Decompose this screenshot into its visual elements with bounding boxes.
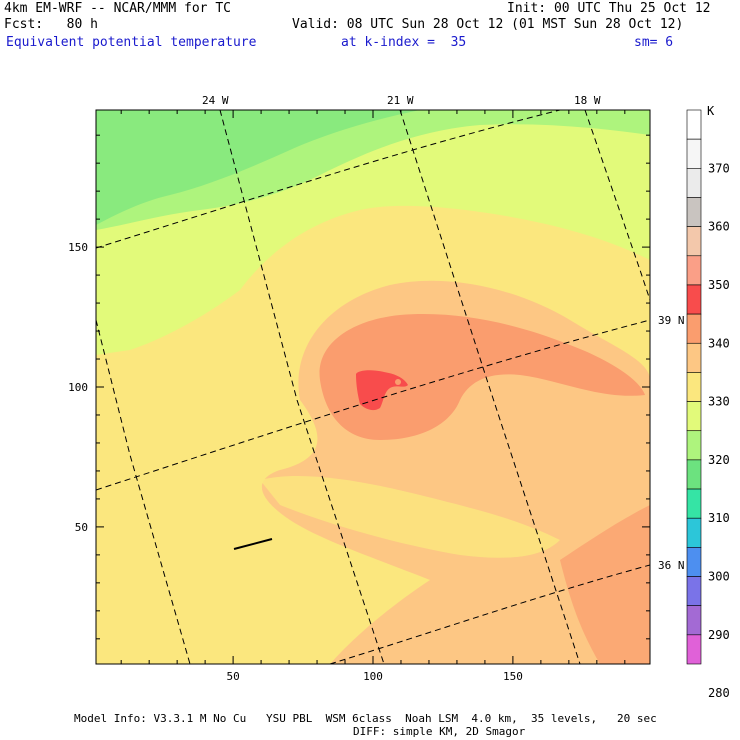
colorbar-swatch bbox=[686, 109, 702, 140]
lon-label-21w: 21 W bbox=[387, 94, 414, 107]
contour-band-340 bbox=[356, 370, 408, 411]
filled-contours bbox=[96, 110, 650, 664]
level-info: at k-index = 35 bbox=[341, 35, 467, 50]
y-tick-label: 100 bbox=[68, 381, 88, 394]
y-tick-label: 50 bbox=[75, 521, 88, 534]
contour-band-310 bbox=[96, 110, 420, 225]
smoothing-info: sm= 6 bbox=[634, 35, 674, 50]
colorbar-swatch bbox=[686, 284, 702, 315]
contour-band-335 bbox=[319, 314, 645, 440]
colorbar-swatch bbox=[686, 488, 702, 519]
meridian-24w bbox=[219, 110, 385, 664]
lon-label-24w: 24 W bbox=[202, 94, 229, 107]
lat-label-39n: 39 N bbox=[658, 314, 685, 327]
wind-barb bbox=[233, 538, 273, 550]
x-tick-label: 150 bbox=[503, 670, 523, 683]
field-name: Equivalent potential temperature bbox=[6, 35, 257, 50]
colorbar-label: 360 bbox=[708, 220, 730, 234]
colorbar-label: 340 bbox=[708, 336, 730, 350]
colorbar-label: 310 bbox=[708, 511, 730, 525]
colorbar-label: 280 bbox=[708, 686, 730, 700]
colorbar-swatch bbox=[686, 197, 702, 227]
colorbar-swatch bbox=[686, 634, 702, 665]
colorbar-label: 290 bbox=[708, 628, 730, 642]
colorbar-swatch bbox=[686, 547, 702, 577]
colorbar-swatch bbox=[686, 226, 702, 257]
axis-tick-labels: 50 100 150 50 100 150 bbox=[68, 241, 523, 683]
parallel-39n bbox=[96, 319, 650, 491]
diffusion-info: DIFF: simple KM, 2D Smagor bbox=[353, 725, 526, 738]
colorbar-swatch bbox=[686, 372, 702, 402]
colorbar-swatch bbox=[686, 430, 702, 461]
parallel-42n bbox=[96, 110, 561, 249]
colorbar-swatch bbox=[686, 401, 702, 432]
axis-ticks bbox=[96, 110, 650, 664]
meridian-21w bbox=[399, 110, 581, 664]
lon-label-18w: 18 W bbox=[574, 94, 601, 107]
colorbar-label: 370 bbox=[708, 161, 730, 175]
colorbar-label: 350 bbox=[708, 278, 730, 292]
colorbar-swatch bbox=[686, 168, 702, 198]
colorbar-label: 320 bbox=[708, 453, 730, 467]
colorbar-swatch bbox=[686, 342, 702, 373]
colorbar-swatch bbox=[686, 576, 702, 606]
colorbar-label: 300 bbox=[708, 570, 730, 584]
colorbar-swatch bbox=[686, 255, 702, 286]
colorbar-swatch bbox=[686, 459, 702, 490]
colorbar-labels: 370 360 350 340 330 320 310 300 290 280 bbox=[708, 161, 730, 700]
x-tick-label: 50 bbox=[226, 670, 239, 683]
valid-time: Valid: 08 UTC Sun 28 Oct 12 (01 MST Sun … bbox=[292, 17, 684, 32]
model-info: Model Info: V3.3.1 M No Cu YSU PBL WSM 6… bbox=[74, 712, 657, 725]
latlon-grid bbox=[96, 110, 650, 664]
meridian-27w bbox=[96, 319, 191, 664]
colorbar-unit: K bbox=[707, 104, 715, 118]
contour-band-spiral bbox=[260, 475, 560, 558]
model-title: 4km EM-WRF -- NCAR/MMM for TC bbox=[4, 1, 231, 16]
colorbar-swatch bbox=[686, 605, 702, 636]
parallel-36n bbox=[329, 564, 650, 664]
colorbar-swatch bbox=[686, 138, 702, 169]
colorbar-swatch bbox=[686, 313, 702, 344]
x-tick-label: 100 bbox=[363, 670, 383, 683]
init-time: Init: 00 UTC Thu 25 Oct 12 bbox=[507, 1, 711, 16]
colorbar-label: 330 bbox=[708, 395, 730, 409]
colorbar-swatch bbox=[686, 517, 702, 548]
y-tick-label: 150 bbox=[68, 241, 88, 254]
forecast-hour: Fcst: 80 h bbox=[4, 17, 98, 32]
lat-label-36n: 36 N bbox=[658, 559, 685, 572]
storm-eye bbox=[395, 379, 401, 385]
contour-band-filaments bbox=[560, 505, 650, 664]
colorbar bbox=[686, 109, 702, 665]
